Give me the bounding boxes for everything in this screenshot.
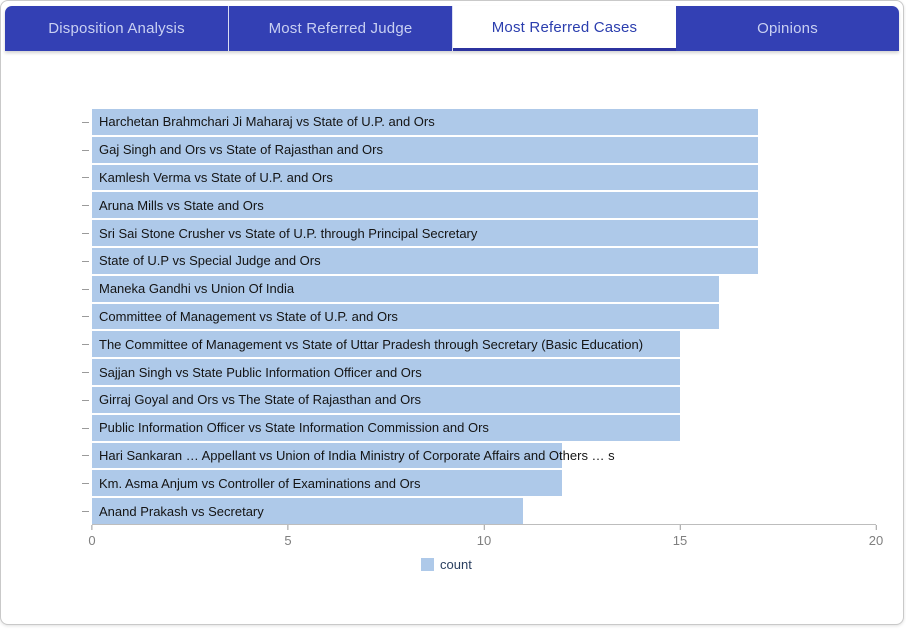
bar-kamlesh-verma-vs-state-of-u-p-and-ors: Kamlesh Verma vs State of U.P. and Ors (92, 164, 759, 191)
y-axis-tick (82, 455, 89, 457)
bar-row: Km. Asma Anjum vs Controller of Examinat… (82, 469, 876, 497)
bar-gaj-singh-and-ors-vs-state-of-rajasthan-: Gaj Singh and Ors vs State of Rajasthan … (92, 136, 759, 163)
y-axis-tick (82, 149, 89, 151)
bar-label: Public Information Officer vs State Info… (99, 420, 489, 436)
y-axis-tick (82, 121, 89, 123)
y-axis-tick (82, 399, 89, 401)
bar-the-committee-of-management-vs-state-of-: The Committee of Management vs State of … (92, 331, 680, 358)
bar-girraj-goyal-and-ors-vs-the-state-of-raj: Girraj Goyal and Ors vs The State of Raj… (92, 387, 680, 413)
bar-label: The Committee of Management vs State of … (99, 336, 644, 352)
bar-sri-sai-stone-crusher-vs-state-of-u-p-th: Sri Sai Stone Crusher vs State of U.P. t… (92, 220, 759, 246)
bar-public-information-officer-vs-state-info: Public Information Officer vs State Info… (92, 414, 680, 441)
bar-maneka-gandhi-vs-union-of-india: Maneka Gandhi vs Union Of India (92, 275, 720, 302)
x-tick-label: 20 (868, 533, 884, 548)
x-tick-mark (91, 525, 93, 530)
y-axis-tick (82, 316, 89, 318)
x-tick-10: 10 (477, 525, 491, 548)
tab-most-referred-judge[interactable]: Most Referred Judge (229, 6, 453, 51)
bar-row: Sajjan Singh vs State Public Information… (82, 358, 876, 386)
legend-label: count (440, 557, 472, 572)
bar-hari-sankaran-appellant-vs-union-of-indi: Hari Sankaran … Appellant vs Union of In… (92, 442, 615, 469)
bar-row: Public Information Officer vs State Info… (82, 414, 876, 442)
bar-row: Gaj Singh and Ors vs State of Rajasthan … (82, 136, 876, 164)
bar-label: Harchetan Brahmchari Ji Maharaj vs State… (99, 114, 435, 130)
bar-label: Sajjan Singh vs State Public Information… (99, 364, 422, 380)
bar-row: Kamlesh Verma vs State of U.P. and Ors (82, 164, 876, 192)
bar-label: State of U.P vs Special Judge and Ors (99, 253, 321, 269)
bar-label: Kamlesh Verma vs State of U.P. and Ors (99, 169, 333, 185)
legend-item-count[interactable]: count (421, 557, 472, 572)
bar-row: State of U.P vs Special Judge and Ors (82, 247, 876, 275)
y-axis-tick (82, 233, 89, 235)
x-tick-label: 5 (284, 533, 292, 548)
bar-row: Girraj Goyal and Ors vs The State of Raj… (82, 386, 876, 414)
tab-bar: Disposition Analysis Most Referred Judge M… (5, 6, 899, 51)
x-tick-label: 0 (88, 533, 96, 548)
bar-label: Hari Sankaran … Appellant vs Union of In… (99, 447, 615, 463)
bar-label: Gaj Singh and Ors vs State of Rajasthan … (99, 142, 383, 158)
y-axis-tick (82, 483, 89, 485)
bar-label: Aruna Mills vs State and Ors (99, 197, 264, 213)
bar-row: Maneka Gandhi vs Union Of India (82, 275, 876, 303)
bar-label: Anand Prakash vs Secretary (99, 503, 264, 519)
y-axis-tick (82, 427, 89, 429)
y-axis-tick (82, 511, 89, 513)
bar-harchetan-brahmchari-ji-maharaj-vs-state: Harchetan Brahmchari Ji Maharaj vs State… (92, 109, 759, 135)
bar-chart-plot-area: Harchetan Brahmchari Ji Maharaj vs State… (82, 108, 876, 525)
bar-row: Harchetan Brahmchari Ji Maharaj vs State… (82, 108, 876, 136)
bar-label: Maneka Gandhi vs Union Of India (99, 281, 295, 297)
y-axis-tick (82, 177, 89, 179)
y-axis-tick (82, 288, 89, 290)
bar-label: Girraj Goyal and Ors vs The State of Raj… (99, 392, 422, 408)
bar-sajjan-singh-vs-state-public-information: Sajjan Singh vs State Public Information… (92, 359, 680, 385)
y-axis-tick (82, 260, 89, 262)
bar-row: Hari Sankaran … Appellant vs Union of In… (82, 442, 876, 470)
x-tick-5: 5 (284, 525, 292, 548)
x-tick-mark (875, 525, 877, 530)
bar-label: Committee of Management vs State of U.P.… (99, 308, 398, 324)
y-axis-tick (82, 205, 89, 207)
tab-opinions[interactable]: Opinions (757, 20, 818, 37)
bar-row: Committee of Management vs State of U.P.… (82, 303, 876, 331)
bar-row: Sri Sai Stone Crusher vs State of U.P. t… (82, 219, 876, 247)
bar-row: Aruna Mills vs State and Ors (82, 191, 876, 219)
x-tick-mark (679, 525, 681, 530)
x-axis: 0 5 10 15 20 (88, 525, 883, 557)
x-tick-label: 10 (476, 533, 492, 548)
bar-committee-of-management-vs-state-of-u-p-: Committee of Management vs State of U.P.… (92, 303, 720, 330)
tab-most-referred-cases[interactable]: Most Referred Cases (453, 6, 676, 51)
x-tick-15: 15 (673, 525, 687, 548)
x-tick-mark (483, 525, 485, 530)
x-tick-label: 15 (672, 533, 688, 548)
x-tick-0: 0 (88, 525, 96, 548)
bar-row: Anand Prakash vs Secretary (82, 497, 876, 525)
y-axis-tick (82, 344, 89, 346)
x-tick-mark (287, 525, 289, 530)
bar-km-asma-anjum-vs-controller-of-examinati: Km. Asma Anjum vs Controller of Examinat… (92, 470, 563, 497)
bar-label: Km. Asma Anjum vs Controller of Examinat… (99, 475, 421, 491)
bar-row: The Committee of Management vs State of … (82, 330, 876, 358)
tab-disposition-analysis[interactable]: Disposition Analysis (5, 6, 229, 51)
bar-aruna-mills-vs-state-and-ors: Aruna Mills vs State and Ors (92, 192, 759, 219)
legend-swatch-icon (421, 558, 434, 571)
bar-anand-prakash-vs-secretary: Anand Prakash vs Secretary (92, 498, 524, 524)
x-tick-20: 20 (869, 525, 883, 548)
bar-label: Sri Sai Stone Crusher vs State of U.P. t… (99, 225, 478, 241)
y-axis-tick (82, 372, 89, 374)
bar-state-of-u-p-vs-special-judge-and-ors: State of U.P vs Special Judge and Ors (92, 248, 759, 274)
